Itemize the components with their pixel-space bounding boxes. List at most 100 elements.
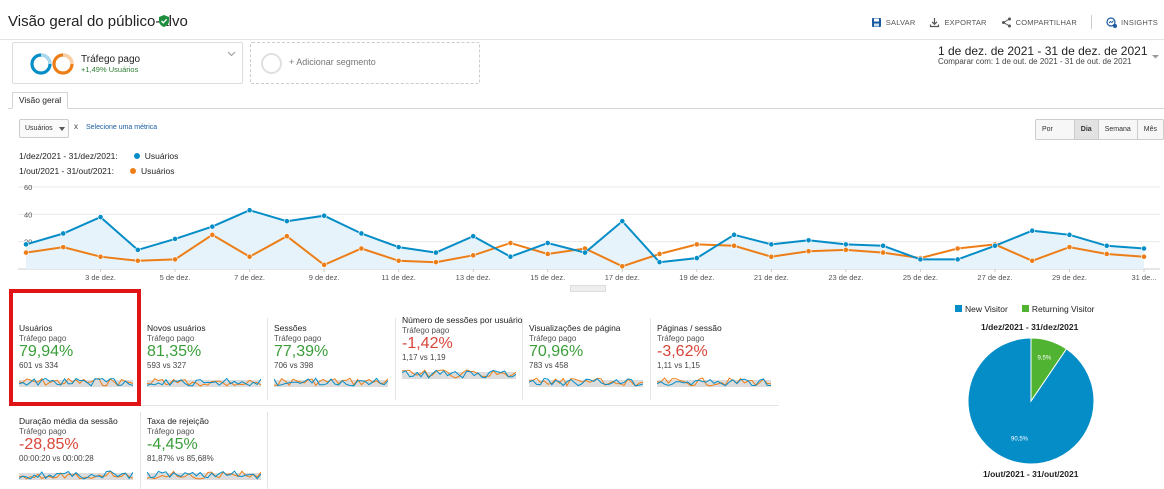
pie-period-previous: 1/out/2021 - 31/out/2021 — [983, 469, 1079, 479]
data-point — [60, 244, 67, 251]
pie-slice-label: 90,5% — [1011, 436, 1029, 442]
data-point — [209, 223, 216, 230]
scorecard-segment: Tráfego pago — [147, 427, 195, 436]
x-tick-label: 5 de dez. — [160, 273, 191, 282]
scorecard-comparison: 783 vs 458 — [529, 361, 569, 370]
data-point — [60, 230, 67, 237]
x-tick-label: 25 de dez. — [903, 273, 938, 282]
x-tick-label: 21 de dez. — [754, 273, 789, 282]
metric-dropdown[interactable]: Usuários — [19, 119, 69, 138]
share-button[interactable]: COMPARTILHAR — [1001, 17, 1077, 28]
chevron-down-icon[interactable] — [227, 49, 236, 58]
add-segment-button[interactable]: + Adicionar segmento — [250, 42, 480, 84]
pie-period-current: 1/dez/2021 - 31/dez/2021 — [981, 322, 1079, 332]
data-point — [321, 212, 328, 219]
save-icon — [871, 17, 881, 27]
x-tick-label: 7 de dez. — [234, 273, 265, 282]
scorecard-sparkline — [402, 369, 516, 379]
scorecard[interactable]: Sessões Tráfego pago 77,39% 706 vs 398 — [274, 323, 396, 387]
data-point — [283, 218, 290, 225]
sparkline-series — [657, 377, 771, 387]
scorecard-change: -28,85% — [19, 436, 79, 453]
data-point — [619, 218, 626, 225]
data-point — [693, 241, 700, 248]
save-button[interactable]: SALVAR — [871, 17, 916, 28]
data-point — [582, 249, 588, 256]
scorecard-comparison: 601 vs 334 — [19, 361, 59, 370]
chart-resize-handle[interactable] — [570, 285, 606, 292]
date-chevron-down-icon[interactable] — [1151, 52, 1160, 61]
card-divider — [395, 318, 396, 400]
visitor-type-pie-chart[interactable]: 90,5% 9,5% — [966, 336, 1096, 466]
scorecard-change: -3,62% — [657, 343, 708, 360]
data-point — [507, 240, 514, 246]
data-point — [805, 248, 812, 255]
remove-metric-button[interactable]: x — [74, 122, 78, 131]
segment-card-paid-traffic[interactable]: Tráfego pago +1,49% Usuários — [12, 42, 243, 84]
data-point — [842, 246, 849, 253]
data-point — [246, 207, 253, 214]
data-point — [805, 237, 812, 244]
scorecard-title: Novos usuários — [147, 323, 206, 333]
scorecard-title: Taxa de rejeição — [147, 416, 209, 426]
tab-overview[interactable]: Visão geral — [12, 92, 68, 109]
share-icon — [1001, 17, 1011, 27]
scorecard[interactable]: Duração média da sessão Tráfego pago -28,8… — [19, 416, 141, 480]
segment-circles-icon — [30, 53, 74, 75]
sparkline-area — [274, 380, 388, 387]
data-point — [880, 249, 887, 256]
sparkline-series — [19, 377, 133, 387]
data-point — [544, 251, 551, 257]
export-button[interactable]: EXPORTAR — [929, 17, 986, 28]
scorecard[interactable]: Taxa de rejeição Tráfego pago -4,45% 81,87%… — [147, 416, 269, 480]
users-line-chart[interactable]: 20 40 60 3 de dez. 5 de dez. 7 de dez. 9 de de… — [0, 180, 1164, 290]
scorecard[interactable]: Usuários Tráfego pago 79,94% 601 vs 334 — [19, 323, 141, 387]
scorecard-title: Número de sessões por usuário — [402, 315, 523, 325]
actions-divider — [1090, 15, 1092, 29]
data-point — [544, 240, 551, 246]
scorecard[interactable]: Páginas / sessão Tráfego pago -3,62% 1,11 v… — [657, 323, 779, 387]
scorecard-title: Visualizações de página — [529, 323, 621, 333]
sparkline-series — [402, 369, 516, 379]
data-point — [395, 244, 402, 251]
insights-button[interactable]: INSIGHTS — [1106, 16, 1158, 28]
data-point — [992, 242, 998, 249]
sparkline-series — [274, 377, 388, 387]
granularity-day-button[interactable]: Dia — [1074, 120, 1099, 139]
scorecard[interactable]: Número de sessões por usuário Tráfego pag… — [402, 315, 524, 379]
sparkline-series — [19, 377, 133, 387]
page-title: Visão geral do público-alvo — [8, 13, 188, 30]
select-metric-link[interactable]: Selecione uma métrica — [86, 124, 158, 131]
x-tick-label: 31 de... — [1131, 273, 1156, 282]
data-point — [97, 214, 104, 220]
scorecard-sparkline — [19, 470, 133, 480]
save-label: SALVAR — [885, 17, 916, 27]
pie-slice[interactable] — [1030, 337, 1068, 403]
data-point — [656, 259, 663, 266]
data-point — [1141, 253, 1147, 260]
data-point — [470, 233, 477, 240]
scorecard[interactable]: Novos usuários Tráfego pago 81,35% 593 vs 3… — [147, 323, 269, 387]
card-row-divider — [12, 405, 779, 406]
granularity-month-button[interactable]: Mês — [1137, 120, 1163, 139]
data-point — [842, 241, 849, 248]
legend-period: 1/out/2021 - 31/out/2021: — [19, 166, 114, 176]
scorecard-comparison: 593 vs 327 — [147, 361, 187, 370]
legend-dot-blue — [133, 153, 140, 159]
sparkline-series — [529, 377, 643, 387]
date-range-picker[interactable]: 1 de dez. de 2021 - 31 de dez. de 2021 — [938, 44, 1148, 58]
granularity-week-button[interactable]: Semana — [1098, 120, 1138, 139]
scorecard[interactable]: Visualizações de página Tráfego pago 70,96… — [529, 323, 651, 387]
granularity-hour-button[interactable]: Por hora — [1036, 120, 1075, 139]
scorecard-sparkline — [657, 377, 771, 387]
card-divider — [522, 318, 523, 400]
x-tick-label: 13 de dez. — [456, 273, 491, 282]
data-point — [358, 230, 365, 237]
data-point — [470, 252, 477, 259]
data-point — [209, 231, 216, 238]
scorecard-comparison: 1,17 vs 1,19 — [402, 353, 446, 362]
compare-range-value: 1 de out. de 2021 - 31 de out. de 2021 — [995, 57, 1132, 66]
data-point — [1029, 227, 1036, 234]
scorecard-change: -1,42% — [402, 335, 453, 352]
data-point — [358, 245, 365, 252]
